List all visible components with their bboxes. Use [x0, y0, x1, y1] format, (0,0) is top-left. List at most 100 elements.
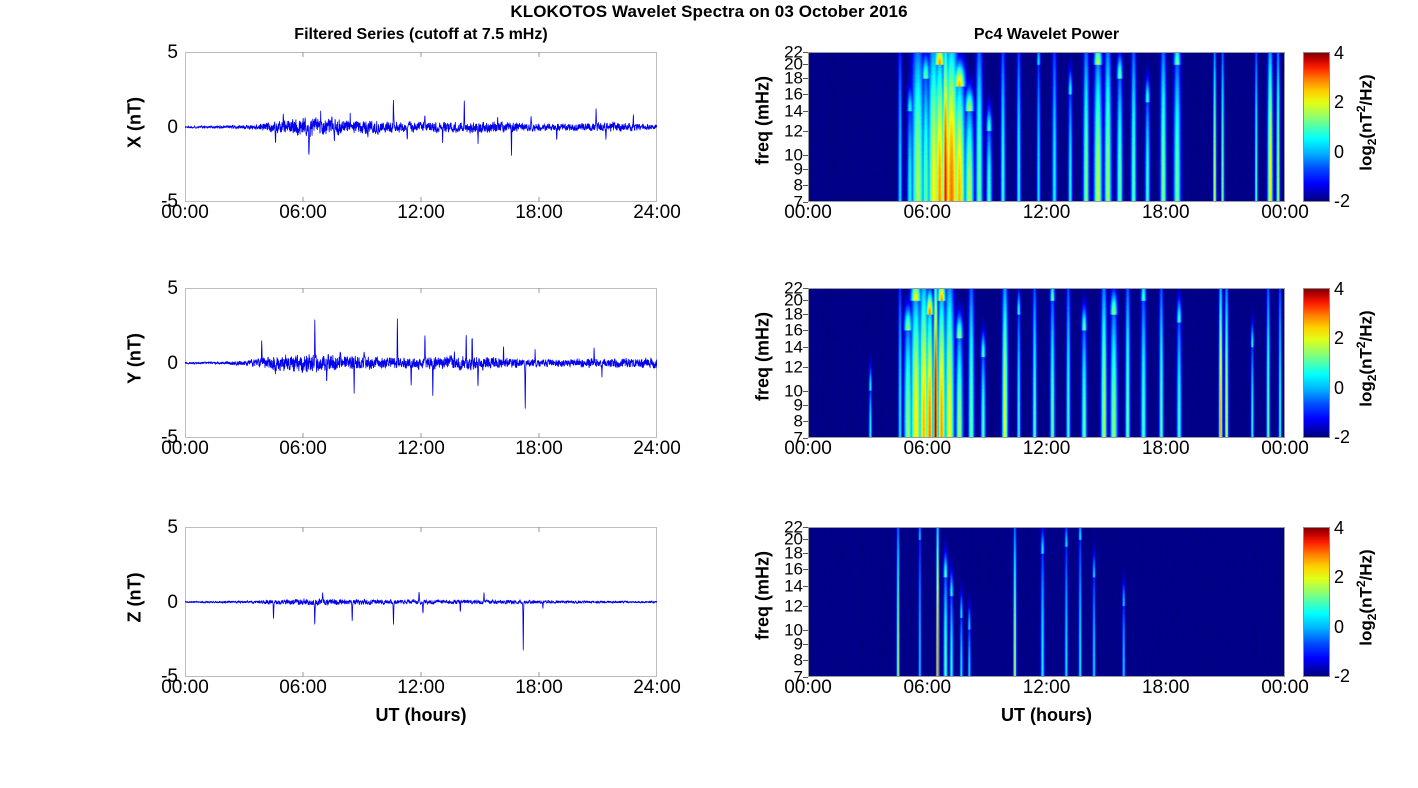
timeseries-panel-y: 5 -5 0 Y (nT) 00:00 06:00 12:00 18:00 24:00: [125, 279, 681, 458]
yaxis-label-z: Z (nT): [124, 572, 145, 623]
freq-tick-label: 8: [793, 175, 803, 194]
freq-tick-mark: [803, 288, 808, 289]
freq-tick-label: 8: [793, 650, 803, 669]
xtick-label: 00:00: [784, 438, 832, 459]
freq-tick-label: 14: [784, 337, 803, 357]
freq-tick-mark: [803, 630, 808, 632]
xtick-label: 12:00: [1022, 438, 1071, 459]
xtick-label: 24:00: [633, 202, 681, 223]
colorbar-tick-label: 4: [1334, 43, 1345, 63]
freq-tick-mark: [803, 391, 808, 393]
colorbar-ticklabels: -2 0 2 4: [1334, 519, 1364, 685]
spectrogram-panel-y: 22 20 18 16 14 12 10 9 8 7 freq (mHz) 00:00 06:00 1…: [753, 280, 1379, 459]
freq-tick-mark: [803, 405, 808, 407]
freq-axis-ticklabels: 22 20 18 16 14 12 10 9 8 7: [769, 44, 808, 211]
figure-suptitle: KLOKOTOS Wavelet Spectra on 03 October 2…: [510, 2, 908, 21]
freq-tick-label: 20: [784, 54, 803, 74]
freq-tick-mark: [803, 644, 808, 646]
xtick-label: 00:00: [1261, 677, 1309, 698]
freq-tick-mark: [803, 314, 808, 316]
spectrogram-panel-x: 22 20 18 16 14 12 10 9 8 7 freq (mHz) 00:00 06:00 1…: [753, 44, 1379, 223]
colorbar-tick-label: 0: [1334, 141, 1345, 162]
freq-tick-label: 7: [793, 667, 803, 687]
xaxis-ticklabels: 00:00 06:00 12:00 18:00 00:00: [784, 677, 1309, 704]
freq-tick-label: 7: [793, 428, 803, 448]
colorbar-z: -2 0 2 4: [1303, 519, 1350, 685]
xtick-label: 18:00: [515, 677, 563, 698]
heatmap-frame: [808, 288, 1285, 438]
freq-tick-mark: [803, 93, 808, 95]
spectrogram-image-y: [809, 289, 1284, 437]
colorbar-gradient: [1304, 53, 1329, 201]
freq-tick-label: 10: [784, 381, 803, 401]
freq-tick-mark: [803, 202, 808, 203]
xtick-label: 24:00: [633, 438, 681, 459]
freq-tick-label: 22: [784, 517, 803, 537]
xtick-label: 12:00: [1022, 677, 1071, 698]
ytick-min: -5: [161, 427, 178, 448]
yaxis-label-x: X (nT): [124, 97, 145, 148]
freq-tick-label: 7: [793, 192, 803, 212]
xtick-label: 00:00: [161, 677, 209, 698]
ytick-zero: 0: [167, 592, 178, 613]
xtick-label: 00:00: [784, 677, 832, 698]
xtick-label: 24:00: [633, 677, 681, 698]
freq-tick-label: 20: [784, 290, 803, 310]
colorbar-tick-label: 0: [1334, 377, 1345, 398]
freq-tick-label: 14: [784, 576, 803, 596]
freq-tick-label: 9: [793, 159, 803, 179]
xaxis-ticklabels: 00:00 06:00 12:00 18:00 24:00: [161, 677, 681, 704]
yaxis-label-freq: freq (mHz): [752, 551, 773, 640]
xtick-label: 00:00: [161, 438, 209, 459]
heatmap-frame: [808, 52, 1285, 202]
freq-tick-label: 18: [784, 543, 803, 563]
colorbar-tick-label: 2: [1334, 328, 1345, 349]
ytick-max: 5: [167, 42, 178, 63]
freq-tick-mark: [803, 329, 808, 331]
xtick-label: 06:00: [279, 202, 327, 223]
xtick-label: 12:00: [397, 677, 445, 698]
freq-axis-ticklabels: 22 20 18 16 14 12 10 9 8 7: [769, 519, 808, 686]
colorbar-label-text: log2(nT2/Hz): [1353, 74, 1379, 171]
colorbar-ticklabels: -2 0 2 4: [1334, 280, 1364, 446]
spectrogram-image-z: [809, 528, 1284, 676]
colorbar-label-text: log2(nT2/Hz): [1353, 310, 1379, 407]
xtick-label: 00:00: [1261, 202, 1309, 223]
colorbar-tick-label: 4: [1334, 279, 1345, 299]
freq-tick-label: 12: [784, 121, 803, 141]
ytick-min: -5: [161, 666, 178, 687]
timeseries-panel-x: 5 -5 0 X (nT) 00:00 06:00 12:00 18:00 24:00: [125, 43, 681, 222]
xtick-label: 18:00: [515, 438, 563, 459]
colorbar-tick-label: 2: [1334, 567, 1345, 588]
freq-tick-mark: [803, 677, 808, 678]
xaxis-ticklabels: 00:00 06:00 12:00 18:00 24:00: [161, 438, 681, 465]
freq-tick-mark: [803, 586, 808, 588]
heatmap-frame: [808, 527, 1285, 677]
xaxis-label-right: UT (hours): [1001, 705, 1092, 725]
timeseries-panel-z: 5 -5 0 Z (nT) 00:00 06:00 12:00 18:00 24:00 …: [125, 518, 681, 725]
freq-tick-mark: [803, 169, 808, 171]
xaxis-ticklabels: 00:00 06:00 12:00 18:00 00:00: [784, 438, 1309, 465]
freq-tick-mark: [803, 420, 808, 422]
colorbar-label-z: log2(nT2/Hz): [1353, 518, 1378, 678]
colorbar-y: -2 0 2 4: [1303, 280, 1350, 446]
xaxis-ticklabels: 00:00 06:00 12:00 18:00 24:00: [161, 202, 681, 229]
xtick-label: 06:00: [903, 438, 952, 459]
freq-tick-label: 20: [784, 529, 803, 549]
colorbar-tick-label: 4: [1334, 518, 1345, 538]
ytick-max: 5: [167, 278, 178, 299]
yaxis-label-y: Y (nT): [124, 333, 145, 384]
colorbar-tick-label: -2: [1334, 427, 1351, 447]
freq-tick-mark: [803, 438, 808, 439]
freq-tick-label: 10: [784, 145, 803, 165]
colorbar-gradient: [1304, 289, 1329, 437]
freq-tick-label: 8: [793, 411, 803, 430]
xtick-label: 12:00: [1022, 202, 1071, 223]
right-column-title: Pc4 Wavelet Power: [973, 26, 1120, 43]
freq-tick-label: 16: [784, 84, 803, 104]
freq-tick-mark: [803, 527, 808, 528]
xtick-label: 06:00: [279, 677, 327, 698]
freq-tick-label: 18: [784, 68, 803, 88]
freq-tick-mark: [803, 347, 808, 349]
